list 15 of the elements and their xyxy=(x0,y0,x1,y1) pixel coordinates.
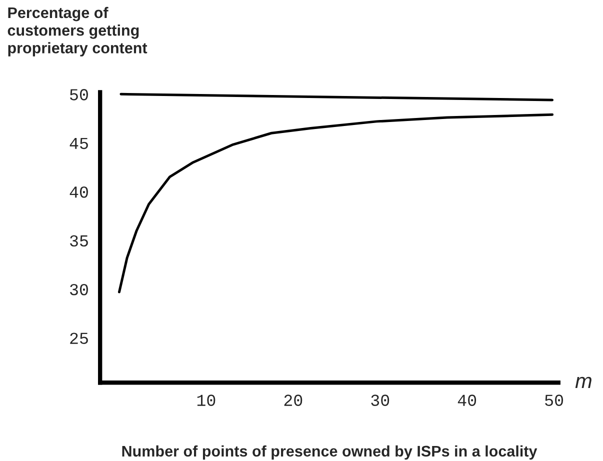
y-tick-label: 25 xyxy=(70,332,88,344)
x-tick-label: 40 xyxy=(458,394,476,406)
y-tick-label: 40 xyxy=(70,186,88,198)
x-tick-label: 30 xyxy=(371,394,390,406)
y-axis-title: Percentage of customers getting proprietary content xyxy=(8,6,148,56)
x-tick-label: 50 xyxy=(545,394,564,406)
x-tick-label: 20 xyxy=(284,394,302,406)
x-tick-label: 10 xyxy=(197,394,216,406)
y-tick-label: 50 xyxy=(70,89,88,100)
y-tick-label: 35 xyxy=(70,235,88,247)
line-series xyxy=(118,113,554,294)
y-tick-label: 30 xyxy=(70,284,88,296)
y-tick-label: 45 xyxy=(70,138,88,150)
text: m xyxy=(575,376,592,388)
x-axis-title: Number of points of presence owned by ISPs in a locality xyxy=(122,445,538,460)
